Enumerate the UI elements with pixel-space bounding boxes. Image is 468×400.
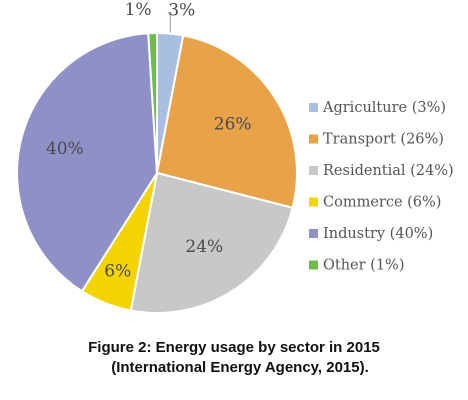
legend-label-agriculture: Agriculture (3%) bbox=[322, 100, 446, 116]
pie-slices bbox=[16, 31, 298, 314]
leader-line-agriculture bbox=[167, 12, 171, 33]
legend-label-residential: Residential (24%) bbox=[323, 163, 454, 179]
legend-swatch-other bbox=[309, 260, 318, 270]
legend-swatch-commerce bbox=[309, 197, 318, 207]
slice-label-transport: 26% bbox=[214, 115, 252, 135]
figure-caption: Figure 2: Energy usage by sector in 2015… bbox=[0, 338, 468, 378]
legend-swatch-agriculture bbox=[309, 103, 318, 112]
legend: Agriculture (3%) Transport (26%) Residenti… bbox=[309, 100, 454, 274]
legend-label-commerce: Commerce (6%) bbox=[323, 195, 441, 211]
slice-label-residential: 24% bbox=[185, 237, 223, 257]
legend-swatch-residential bbox=[309, 166, 318, 175]
legend-label-industry: Industry (40%) bbox=[323, 226, 433, 242]
slice-label-agriculture: 3% bbox=[168, 0, 195, 20]
slice-label-other: 1% bbox=[125, 0, 152, 20]
legend-swatch-transport bbox=[309, 134, 318, 144]
leader-lines bbox=[167, 12, 171, 33]
slice-labels: 3% 26% 24% 6% 40% 1% bbox=[46, 0, 252, 281]
pie-slice-other bbox=[147, 31, 158, 174]
pie-slice-industry bbox=[16, 32, 159, 293]
caption-line-1: Figure 2: Energy usage by sector in 2015 bbox=[88, 339, 380, 356]
legend-label-other: Other (1%) bbox=[323, 258, 405, 274]
legend-label-transport: Transport (26%) bbox=[323, 132, 444, 148]
slice-label-commerce: 6% bbox=[104, 261, 131, 281]
legend-swatch-industry bbox=[309, 229, 318, 238]
caption-line-2: (International Energy Agency, 2015). bbox=[111, 359, 369, 376]
pie-slice-residential bbox=[129, 171, 294, 314]
pie-slice-transport bbox=[155, 34, 298, 210]
pie-chart: 3% 26% 24% 6% 40% 1% Agriculture (3%) Transpor… bbox=[16, 0, 454, 314]
slice-label-industry: 40% bbox=[46, 139, 84, 159]
